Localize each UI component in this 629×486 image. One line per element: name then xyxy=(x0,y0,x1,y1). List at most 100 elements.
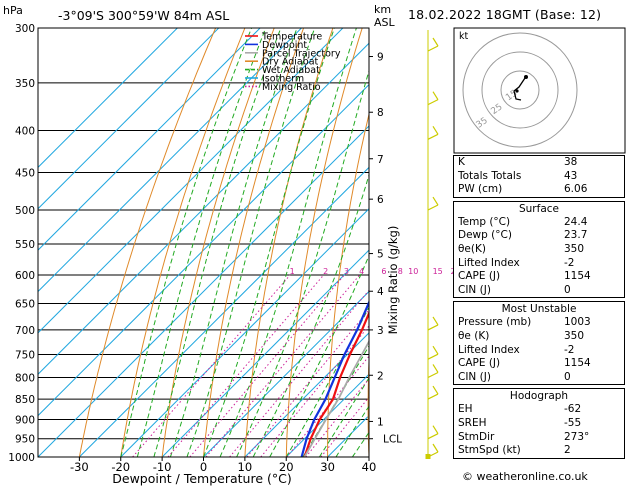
index-row: CIN (J) 0 xyxy=(454,284,624,298)
altitude-unit-km: km xyxy=(374,3,391,16)
dry-adiabat-line xyxy=(407,28,450,457)
wet-adiabat-line xyxy=(318,377,369,457)
x-tick-label: 0 xyxy=(200,460,207,474)
isotherm-line xyxy=(244,332,369,457)
dry-adiabat-line xyxy=(367,349,369,457)
pressure-tick-label: 450 xyxy=(15,167,35,179)
pressure-tick-label: 600 xyxy=(15,270,35,282)
x-tick-label: -30 xyxy=(70,460,89,474)
wet-adiabat-line xyxy=(120,28,253,457)
index-label: CAPE (J) xyxy=(458,357,501,370)
isotherm-line xyxy=(38,83,369,417)
dry-adiabat-line xyxy=(285,28,363,457)
legend-label: Dry Adiabat xyxy=(262,57,319,68)
index-row: CAPE (J) 1154 xyxy=(454,357,624,371)
mixing-ratio-label: 8 xyxy=(398,267,403,276)
index-row: StmSpd (kt) 2 xyxy=(454,444,624,458)
mixing-ratio-label: 3 xyxy=(344,267,349,276)
index-label: Pressure (mb) xyxy=(458,316,532,329)
height-km-label: 8 xyxy=(377,107,384,119)
index-label: Temp (°C) xyxy=(458,215,511,228)
index-value: 1003 xyxy=(564,316,591,329)
x-tick-label: 10 xyxy=(238,460,253,474)
legend-label: Parcel Trajectory xyxy=(262,48,341,59)
index-value: 0 xyxy=(564,370,571,383)
pressure-unit-label: hPa xyxy=(3,4,23,17)
wind-barb xyxy=(427,324,439,331)
index-row: SREH -55 xyxy=(454,417,624,431)
height-km-label: 2 xyxy=(377,370,384,382)
hodograph-trace xyxy=(513,77,526,101)
index-row: StmDir 273° xyxy=(454,431,624,445)
index-row: PW (cm) 6.06 xyxy=(454,183,624,197)
isotherm-line xyxy=(161,249,369,457)
x-tick-label: 40 xyxy=(362,460,377,474)
index-row: Pressure (mb) 1003 xyxy=(454,316,624,330)
wind-barb xyxy=(427,99,439,106)
wind-barb xyxy=(427,433,439,440)
height-km-label: 1 xyxy=(377,416,384,428)
wet-adiabat-line xyxy=(269,254,369,457)
index-label: EH xyxy=(458,403,473,416)
wet-adiabat-line xyxy=(186,28,316,457)
pressure-tick-label: 300 xyxy=(15,23,35,35)
index-value: -2 xyxy=(564,256,575,269)
wind-barb xyxy=(427,133,439,140)
isotherm-line xyxy=(38,125,369,457)
pressure-tick-label: 700 xyxy=(15,325,35,337)
height-km-label: 3 xyxy=(377,325,384,337)
wet-adiabat-line xyxy=(203,28,335,457)
dry-adiabat-line xyxy=(244,28,334,457)
legend-label: Isotherm xyxy=(262,74,304,85)
index-value: 273° xyxy=(564,430,590,443)
mixing-ratio-axis-title: Mixing Ratio (g/kg) xyxy=(386,226,400,335)
index-row: θe(K) 350 xyxy=(454,243,624,257)
wet-adiabat-line xyxy=(219,28,357,457)
index-row: CIN (J) 0 xyxy=(454,371,624,385)
isotherm-line xyxy=(38,28,178,169)
height-km-label: 9 xyxy=(377,52,384,64)
wind-barb-flag xyxy=(432,443,439,453)
hodograph-frame xyxy=(453,27,626,154)
location-title: -3°09'S 300°59'W 84m ASL xyxy=(58,8,229,23)
pressure-tick-label: 900 xyxy=(15,414,35,426)
x-tick-label: -10 xyxy=(153,460,172,474)
mixing-ratio-line xyxy=(132,274,291,457)
indices-panel: K 38 Totals Totals 43 PW (cm) 6.06 Surface Te… xyxy=(453,155,625,462)
index-label: CIN (J) xyxy=(458,283,491,296)
mixing-ratio-line xyxy=(189,274,345,457)
most-unstable-box: Most Unstable Pressure (mb) 1003 θe (K) 350… xyxy=(453,301,625,386)
wind-barb-flag xyxy=(432,364,439,373)
temperature-line xyxy=(303,310,369,457)
index-value: 1154 xyxy=(564,270,591,283)
mixing-ratio-line xyxy=(246,309,369,457)
index-label: StmDir xyxy=(458,430,495,443)
isotherm-line xyxy=(38,28,261,251)
isotherm-line xyxy=(38,28,344,334)
index-value: 6.06 xyxy=(564,183,588,196)
pressure-tick-label: 350 xyxy=(15,78,35,90)
hodograph-point xyxy=(515,89,519,93)
mixing-ratio-line xyxy=(205,274,360,457)
index-label: StmSpd (kt) xyxy=(458,444,521,457)
hodograph-table-box: Hodograph EH -62 SREH -55 StmDir 273° StmSpd (… xyxy=(453,388,625,459)
wind-barb xyxy=(427,371,439,379)
wind-barb-flag xyxy=(432,125,439,135)
index-value: 38 xyxy=(564,156,578,168)
hodograph-ring xyxy=(462,32,578,148)
index-row: Temp (°C) 24.4 xyxy=(454,216,624,230)
legend-label: Wet Adiabat xyxy=(262,65,320,76)
legend-label: Mixing Ratio xyxy=(262,82,321,93)
pressure-tick-label: 850 xyxy=(15,394,35,406)
wind-barb-flag xyxy=(432,385,439,395)
isotherm-line xyxy=(38,28,220,210)
mixing-ratio-label: 10 xyxy=(408,267,418,276)
surface-box: Surface Temp (°C) 24.4 Dewp (°C) 23.7 θe(K) 3… xyxy=(453,200,625,299)
isotherm-line xyxy=(285,373,369,457)
isotherm-line xyxy=(38,42,369,375)
pressure-tick-label: 550 xyxy=(15,239,35,251)
pressure-tick-label: 750 xyxy=(15,349,35,361)
index-label: θe (K) xyxy=(458,329,490,342)
height-km-label: LCL xyxy=(383,434,402,446)
index-label: CAPE (J) xyxy=(458,270,501,283)
